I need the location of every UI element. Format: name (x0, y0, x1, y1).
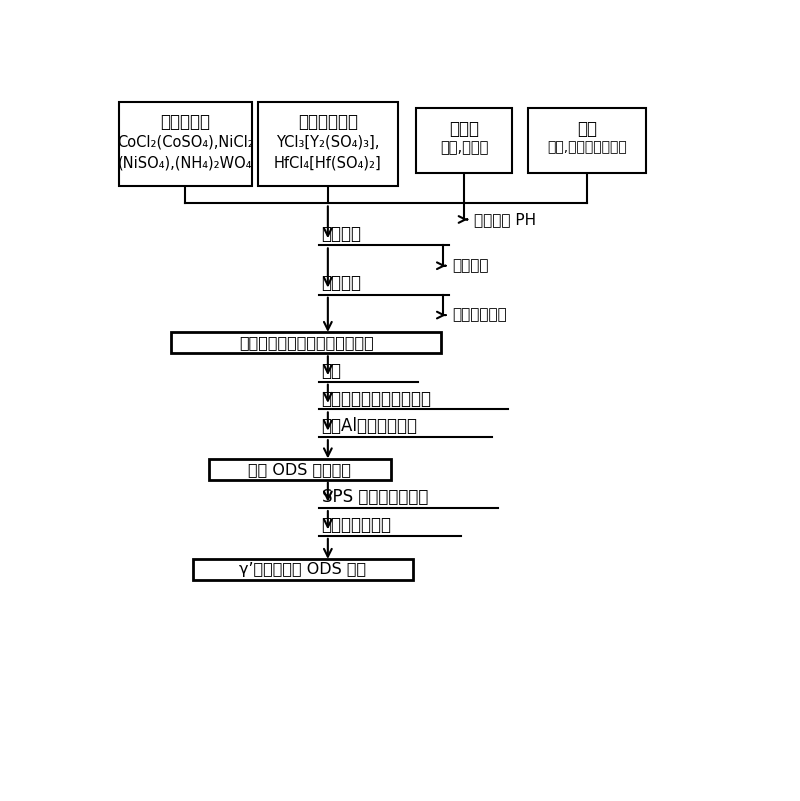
Text: 加热蒸发: 加热蒸发 (452, 258, 488, 273)
FancyBboxPatch shape (258, 103, 398, 186)
FancyBboxPatch shape (528, 108, 646, 173)
Text: 钴基 ODS 合金粉末: 钴基 ODS 合金粉末 (249, 461, 351, 477)
Text: γ’相强化钴基 ODS 合金: γ’相强化钴基 ODS 合金 (239, 562, 366, 578)
Text: 煅烧: 煅烧 (322, 362, 342, 380)
Text: 氧化剂: 氧化剂 (450, 119, 479, 138)
Text: 氧化物形成盐: 氧化物形成盐 (298, 114, 358, 131)
Text: 溶液反应合成: 溶液反应合成 (452, 308, 506, 323)
Text: 添加Al元素混合均匀: 添加Al元素混合均匀 (322, 417, 418, 436)
Text: 燃料: 燃料 (577, 119, 597, 138)
Text: CoCl₂(CoSO₄),NiCl₂: CoCl₂(CoSO₄),NiCl₂ (117, 135, 254, 149)
Text: (NiSO₄),(NH₄)₂WO₄: (NiSO₄),(NH₄)₂WO₄ (118, 155, 253, 171)
Text: 还原（氢气或氨气气氛）: 还原（氢气或氨气气氛） (322, 389, 432, 408)
Text: 氨水调节 PH: 氨水调节 PH (474, 212, 536, 227)
Text: 基体金属盐: 基体金属盐 (160, 114, 210, 131)
Text: 尿素,柠檬酸和甘氨酸: 尿素,柠檬酸和甘氨酸 (547, 140, 626, 155)
Text: HfCl₄[Hf(SO₄)₂]: HfCl₄[Hf(SO₄)₂] (274, 155, 382, 171)
Text: SPS 烧结或热等静压: SPS 烧结或热等静压 (322, 489, 428, 506)
FancyBboxPatch shape (118, 103, 252, 186)
FancyBboxPatch shape (171, 332, 441, 353)
Text: 固溶和时效处理: 固溶和时效处理 (322, 516, 392, 534)
Text: 混合溶液: 混合溶液 (322, 274, 362, 292)
Text: 硝酸,硝酸铵: 硝酸,硝酸铵 (440, 140, 489, 155)
Text: YCl₃[Y₂(SO₄)₃],: YCl₃[Y₂(SO₄)₃], (276, 135, 379, 149)
Text: 溶液配制: 溶液配制 (322, 225, 362, 243)
Text: 氧化物、碳源的前驱体混合粉末: 氧化物、碳源的前驱体混合粉末 (238, 336, 374, 350)
FancyBboxPatch shape (416, 108, 512, 173)
FancyBboxPatch shape (193, 559, 413, 580)
FancyBboxPatch shape (209, 459, 391, 480)
